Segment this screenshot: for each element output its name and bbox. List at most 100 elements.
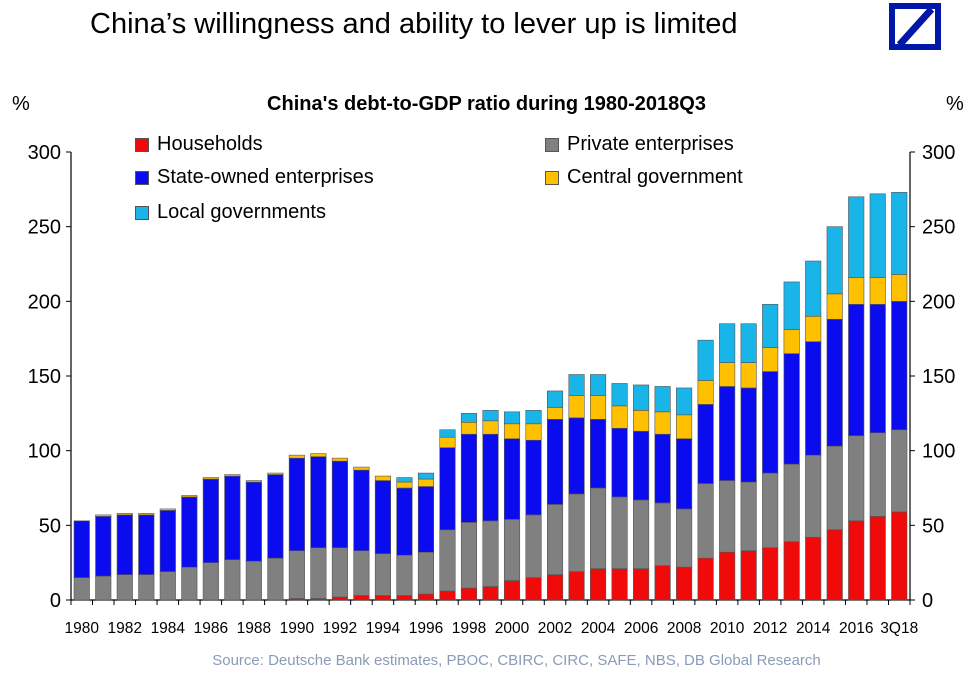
- bar-segment-local-governments: [633, 384, 650, 411]
- source-note: Source: Deutsche Bank estimates, PBOC, C…: [212, 652, 821, 669]
- bar-segment-private-enterprises: [396, 554, 413, 596]
- bar-segment-state-owned-enterprises: [288, 457, 305, 552]
- bar-segment-private-enterprises: [654, 502, 671, 566]
- y-axis-label-left: %: [12, 93, 30, 115]
- bar-segment-state-owned-enterprises: [654, 433, 671, 504]
- legend-item-central-government: Central government: [545, 166, 743, 189]
- bar-segment-local-governments: [396, 477, 413, 483]
- bar-segment-households: [783, 541, 800, 601]
- bar-segment-private-enterprises: [568, 493, 585, 572]
- bar-segment-central-government: [288, 454, 305, 459]
- y-tick-label-left: 300: [28, 142, 61, 164]
- bar-segment-local-governments: [503, 411, 521, 425]
- bar-segment-state-owned-enterprises: [417, 486, 435, 553]
- legend-item-households: Households: [135, 133, 263, 156]
- deutsche-bank-logo: [889, 3, 941, 50]
- bar-segment-state-owned-enterprises: [460, 433, 478, 523]
- bar-segment-state-owned-enterprises: [568, 417, 585, 495]
- bar-segment-private-enterprises: [848, 435, 865, 522]
- bar-segment-central-government: [525, 423, 542, 441]
- x-tick-label: 2016: [839, 620, 873, 637]
- bar-segment-state-owned-enterprises: [783, 353, 800, 465]
- bar-segment-local-governments: [826, 226, 843, 295]
- bar-segment-central-government: [310, 453, 327, 457]
- bar-segment-central-government: [719, 362, 736, 387]
- y-tick-label-left: 150: [28, 366, 61, 388]
- bar-segment-state-owned-enterprises: [331, 460, 348, 549]
- bar-segment-private-enterprises: [374, 553, 391, 596]
- y-tick-label-right: 200: [922, 291, 955, 313]
- bar-segment-state-owned-enterprises: [73, 520, 90, 578]
- bar-segment-households: [482, 586, 499, 601]
- bar-segment-private-enterprises: [181, 566, 198, 601]
- bar-segment-private-enterprises: [633, 499, 650, 569]
- bar-segment-private-enterprises: [826, 445, 843, 531]
- bar-segment-local-governments: [805, 260, 822, 317]
- bar-segment-local-governments: [460, 413, 478, 423]
- bar-segment-private-enterprises: [891, 429, 908, 513]
- x-tick-label: 2012: [753, 620, 787, 637]
- legend-swatch: [135, 205, 149, 220]
- legend-swatch: [135, 137, 149, 152]
- bar-segment-state-owned-enterprises: [353, 469, 370, 552]
- legend-swatch: [545, 170, 559, 185]
- bar-segment-households: [719, 551, 736, 601]
- bar-segment-households: [740, 550, 757, 601]
- bar-segment-central-government: [116, 513, 133, 516]
- bar-segment-central-government: [138, 513, 155, 516]
- y-tick-label-left: 50: [39, 515, 61, 537]
- bar-segment-state-owned-enterprises: [439, 447, 456, 531]
- bar-segment-central-government: [353, 466, 370, 471]
- legend-label: Private enterprises: [567, 133, 734, 155]
- bar-segment-state-owned-enterprises: [116, 514, 133, 575]
- bar-segment-state-owned-enterprises: [95, 516, 112, 577]
- bar-segment-central-government: [676, 414, 693, 440]
- x-tick-label: 2014: [796, 620, 831, 637]
- bar-segment-central-government: [460, 421, 478, 435]
- bar-segment-households: [590, 568, 607, 601]
- x-tick-label: 1998: [452, 620, 486, 637]
- y-tick-label-right: 250: [922, 217, 955, 239]
- bar-segment-private-enterprises: [245, 560, 262, 601]
- bar-segment-private-enterprises: [267, 557, 284, 601]
- bar-segment-local-governments: [676, 387, 693, 416]
- y-tick-label-left: 200: [28, 291, 61, 313]
- bar-segment-state-owned-enterprises: [267, 474, 284, 559]
- bar-segment-households: [417, 593, 435, 601]
- bar-segment-households: [503, 580, 521, 601]
- bar-segment-state-owned-enterprises: [245, 481, 262, 562]
- bar-segment-local-governments: [568, 374, 585, 396]
- bar-segment-central-government: [633, 410, 650, 432]
- bar-segment-central-government: [224, 474, 241, 477]
- bar-segment-households: [826, 529, 843, 601]
- y-tick-label-right: 100: [922, 441, 955, 463]
- bar-segment-state-owned-enterprises: [740, 387, 757, 483]
- y-tick-label-right: 300: [922, 142, 955, 164]
- bar-segment-central-government: [439, 436, 456, 448]
- bar-segment-state-owned-enterprises: [482, 433, 499, 522]
- bar-segment-households: [396, 595, 413, 601]
- x-tick-label: 1984: [151, 620, 186, 637]
- bar-segment-households: [848, 520, 865, 601]
- y-tick-label-right: 0: [922, 590, 933, 612]
- bar-segment-households: [891, 511, 908, 601]
- bar-segment-local-governments: [848, 196, 865, 278]
- legend-item-state-owned-enterprises: State-owned enterprises: [135, 166, 374, 189]
- bar-segment-state-owned-enterprises: [611, 427, 628, 498]
- bar-segment-central-government: [762, 347, 779, 372]
- bar-segment-private-enterprises: [590, 487, 607, 569]
- bar-segment-state-owned-enterprises: [826, 318, 843, 447]
- bar-segment-state-owned-enterprises: [546, 419, 564, 505]
- legend-label: State-owned enterprises: [157, 166, 374, 188]
- legend-label: Local governments: [157, 201, 326, 223]
- bar-segment-state-owned-enterprises: [633, 430, 650, 501]
- bar-segment-central-government: [568, 395, 585, 419]
- bar-segment-private-enterprises: [805, 454, 822, 538]
- bar-segment-private-enterprises: [73, 577, 90, 601]
- bar-segment-households: [331, 596, 348, 601]
- bar-segment-households: [697, 557, 714, 601]
- bar-segment-central-government: [503, 423, 521, 440]
- legend-swatch: [135, 170, 149, 185]
- bar-segment-households: [633, 568, 650, 601]
